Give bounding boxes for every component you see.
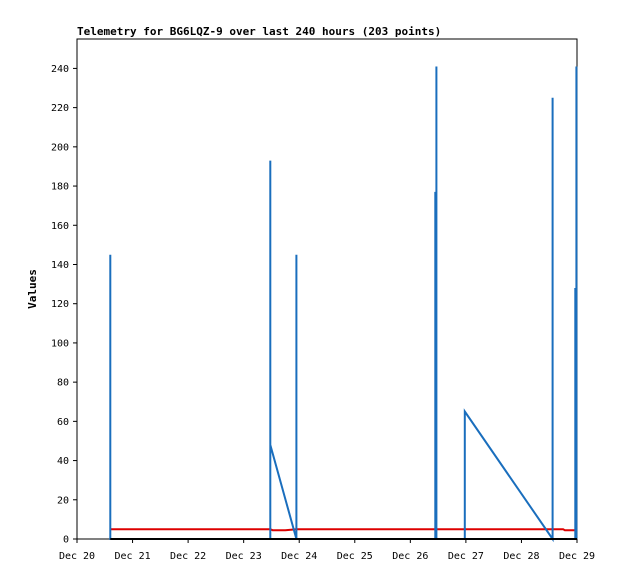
- y-tick-label: 40: [57, 456, 69, 467]
- y-tick-label: 120: [51, 299, 69, 310]
- x-tick-label: Dec 27: [448, 551, 484, 562]
- x-tick-label: Dec 21: [114, 551, 150, 562]
- y-tick-label: 200: [51, 142, 69, 153]
- chart-title: Telemetry for BG6LQZ-9 over last 240 hou…: [77, 25, 441, 38]
- x-tick-label: Dec 24: [281, 551, 317, 562]
- x-tick-label: Dec 23: [226, 551, 262, 562]
- x-tick-label: Dec 22: [170, 551, 206, 562]
- x-tick-label: Dec 20: [59, 551, 95, 562]
- series-line-1: [109, 66, 578, 543]
- x-tick-label: Dec 29: [559, 551, 595, 562]
- x-tick-label: Dec 25: [337, 551, 373, 562]
- y-tick-label: 20: [57, 495, 69, 506]
- series-line-0: [110, 528, 577, 532]
- y-tick-label: 100: [51, 338, 69, 349]
- y-tick-label: 240: [51, 64, 69, 75]
- y-tick-label: 140: [51, 260, 69, 271]
- y-tick-label: 180: [51, 182, 69, 193]
- y-axis-label: Values: [26, 269, 39, 309]
- y-tick-label: 60: [57, 417, 69, 428]
- series-layer: [109, 66, 578, 543]
- x-axis: Dec 20 Dec 21 Dec 22 Dec 23 Dec 24 Dec 25 Dec …: [59, 539, 595, 562]
- x-tick-label: Dec 26: [392, 551, 428, 562]
- y-axis: 0 20 40 60 80 100 120 140 160 180 200 220 240: [51, 64, 77, 546]
- y-tick-label: 220: [51, 103, 69, 114]
- y-tick-label: 80: [57, 378, 69, 389]
- y-tick-label: 0: [63, 535, 69, 546]
- x-tick-label: Dec 28: [503, 551, 539, 562]
- y-tick-label: 160: [51, 221, 69, 232]
